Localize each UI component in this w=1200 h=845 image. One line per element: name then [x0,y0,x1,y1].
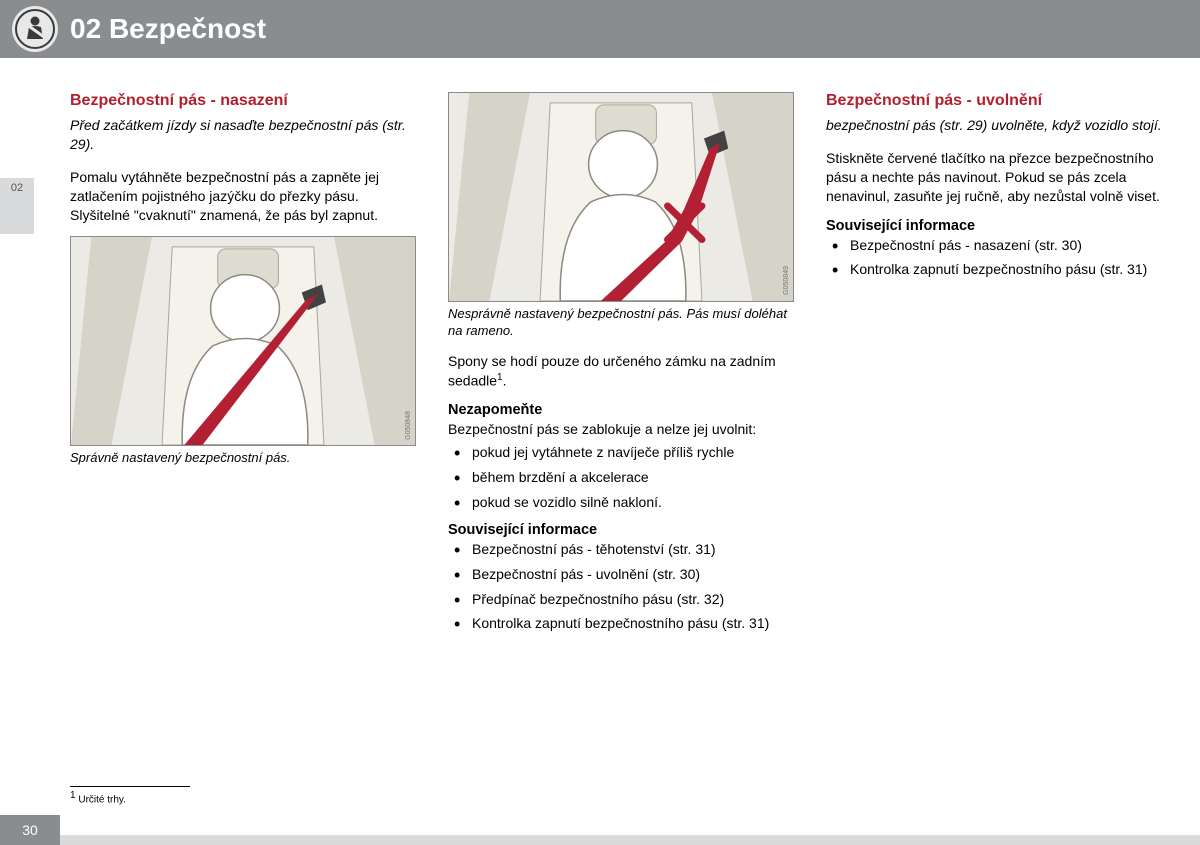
remember-list: pokud jej vytáhnete z navíječe příliš ry… [448,443,794,512]
list-item: Předpínač bezpečnostního pásu (str. 32) [448,590,794,609]
intro-text: Před začátkem jízdy si nasaďte bezpečnos… [70,116,416,154]
section-title-nasazeni: Bezpečnostní pás - nasazení [70,92,416,110]
chapter-number: 02 [70,13,101,44]
related-list-col2: Bezpečnostní pás - těhotenství (str. 31)… [448,540,794,634]
list-item: Bezpečnostní pás - nasazení (str. 30) [826,236,1172,255]
body-paragraph: Spony se hodí pouze do určeného zámku na… [448,352,794,390]
list-item: během brzdění a akcelerace [448,468,794,487]
column-3: Bezpečnostní pás - uvolnění bezpečnostní… [826,92,1172,805]
column-1: Bezpečnostní pás - nasazení Před začátke… [70,92,416,805]
illustration-correct-belt: G050848 [70,236,416,446]
body-paragraph: Pomalu vytáhněte bezpečnostní pás a zapn… [70,168,416,225]
image-code: G050849 [783,266,790,295]
related-list-col3: Bezpečnostní pás - nasazení (str. 30) Ko… [826,236,1172,280]
column-2: G050849 Nesprávně nastavený bezpečnostní… [448,92,794,805]
caption-correct: Správně nastavený bezpečnostní pás. [70,450,416,467]
list-item: pokud jej vytáhnete z navíječe příliš ry… [448,443,794,462]
footnote-text: Určité trhy. [78,794,126,805]
subhead-related: Související informace [448,522,794,538]
seatbelt-warning-icon [12,6,58,52]
list-item: Bezpečnostní pás - uvolnění (str. 30) [448,565,794,584]
list-item: Kontrolka zapnutí bezpečnostního pásu (s… [826,260,1172,279]
page-number: 30 [0,815,60,845]
chapter-name: Bezpečnost [109,13,266,44]
footnote-rule [70,786,190,787]
footer-strip [60,835,1200,845]
image-code: G050848 [405,411,412,440]
section-title-uvolneni: Bezpečnostní pás - uvolnění [826,92,1172,110]
list-item: pokud se vozidlo silně nakloní. [448,493,794,512]
subhead-related: Související informace [826,218,1172,234]
content-area: Bezpečnostní pás - nasazení Před začátke… [70,92,1172,805]
body-paragraph: Stiskněte červené tlačítko na přezce bez… [826,149,1172,206]
list-item: Kontrolka zapnutí bezpečnostního pásu (s… [448,614,794,633]
list-item: Bezpečnostní pás - těhotenství (str. 31) [448,540,794,559]
caption-incorrect: Nesprávně nastavený bezpečnostní pás. Pá… [448,306,794,340]
illustration-incorrect-belt: G050849 [448,92,794,302]
footnote-marker: 1 [70,790,76,801]
footnote: 1 Určité trhy. [70,790,190,805]
chapter-header: 02 Bezpečnost [0,0,1200,58]
intro-text: bezpečnostní pás (str. 29) uvolněte, kdy… [826,116,1172,135]
remember-intro: Bezpečnostní pás se zablokuje a nelze je… [448,420,794,439]
side-tab: 02 [0,178,34,234]
chapter-title: 02 Bezpečnost [70,13,266,45]
subhead-remember: Nezapomeňte [448,402,794,418]
